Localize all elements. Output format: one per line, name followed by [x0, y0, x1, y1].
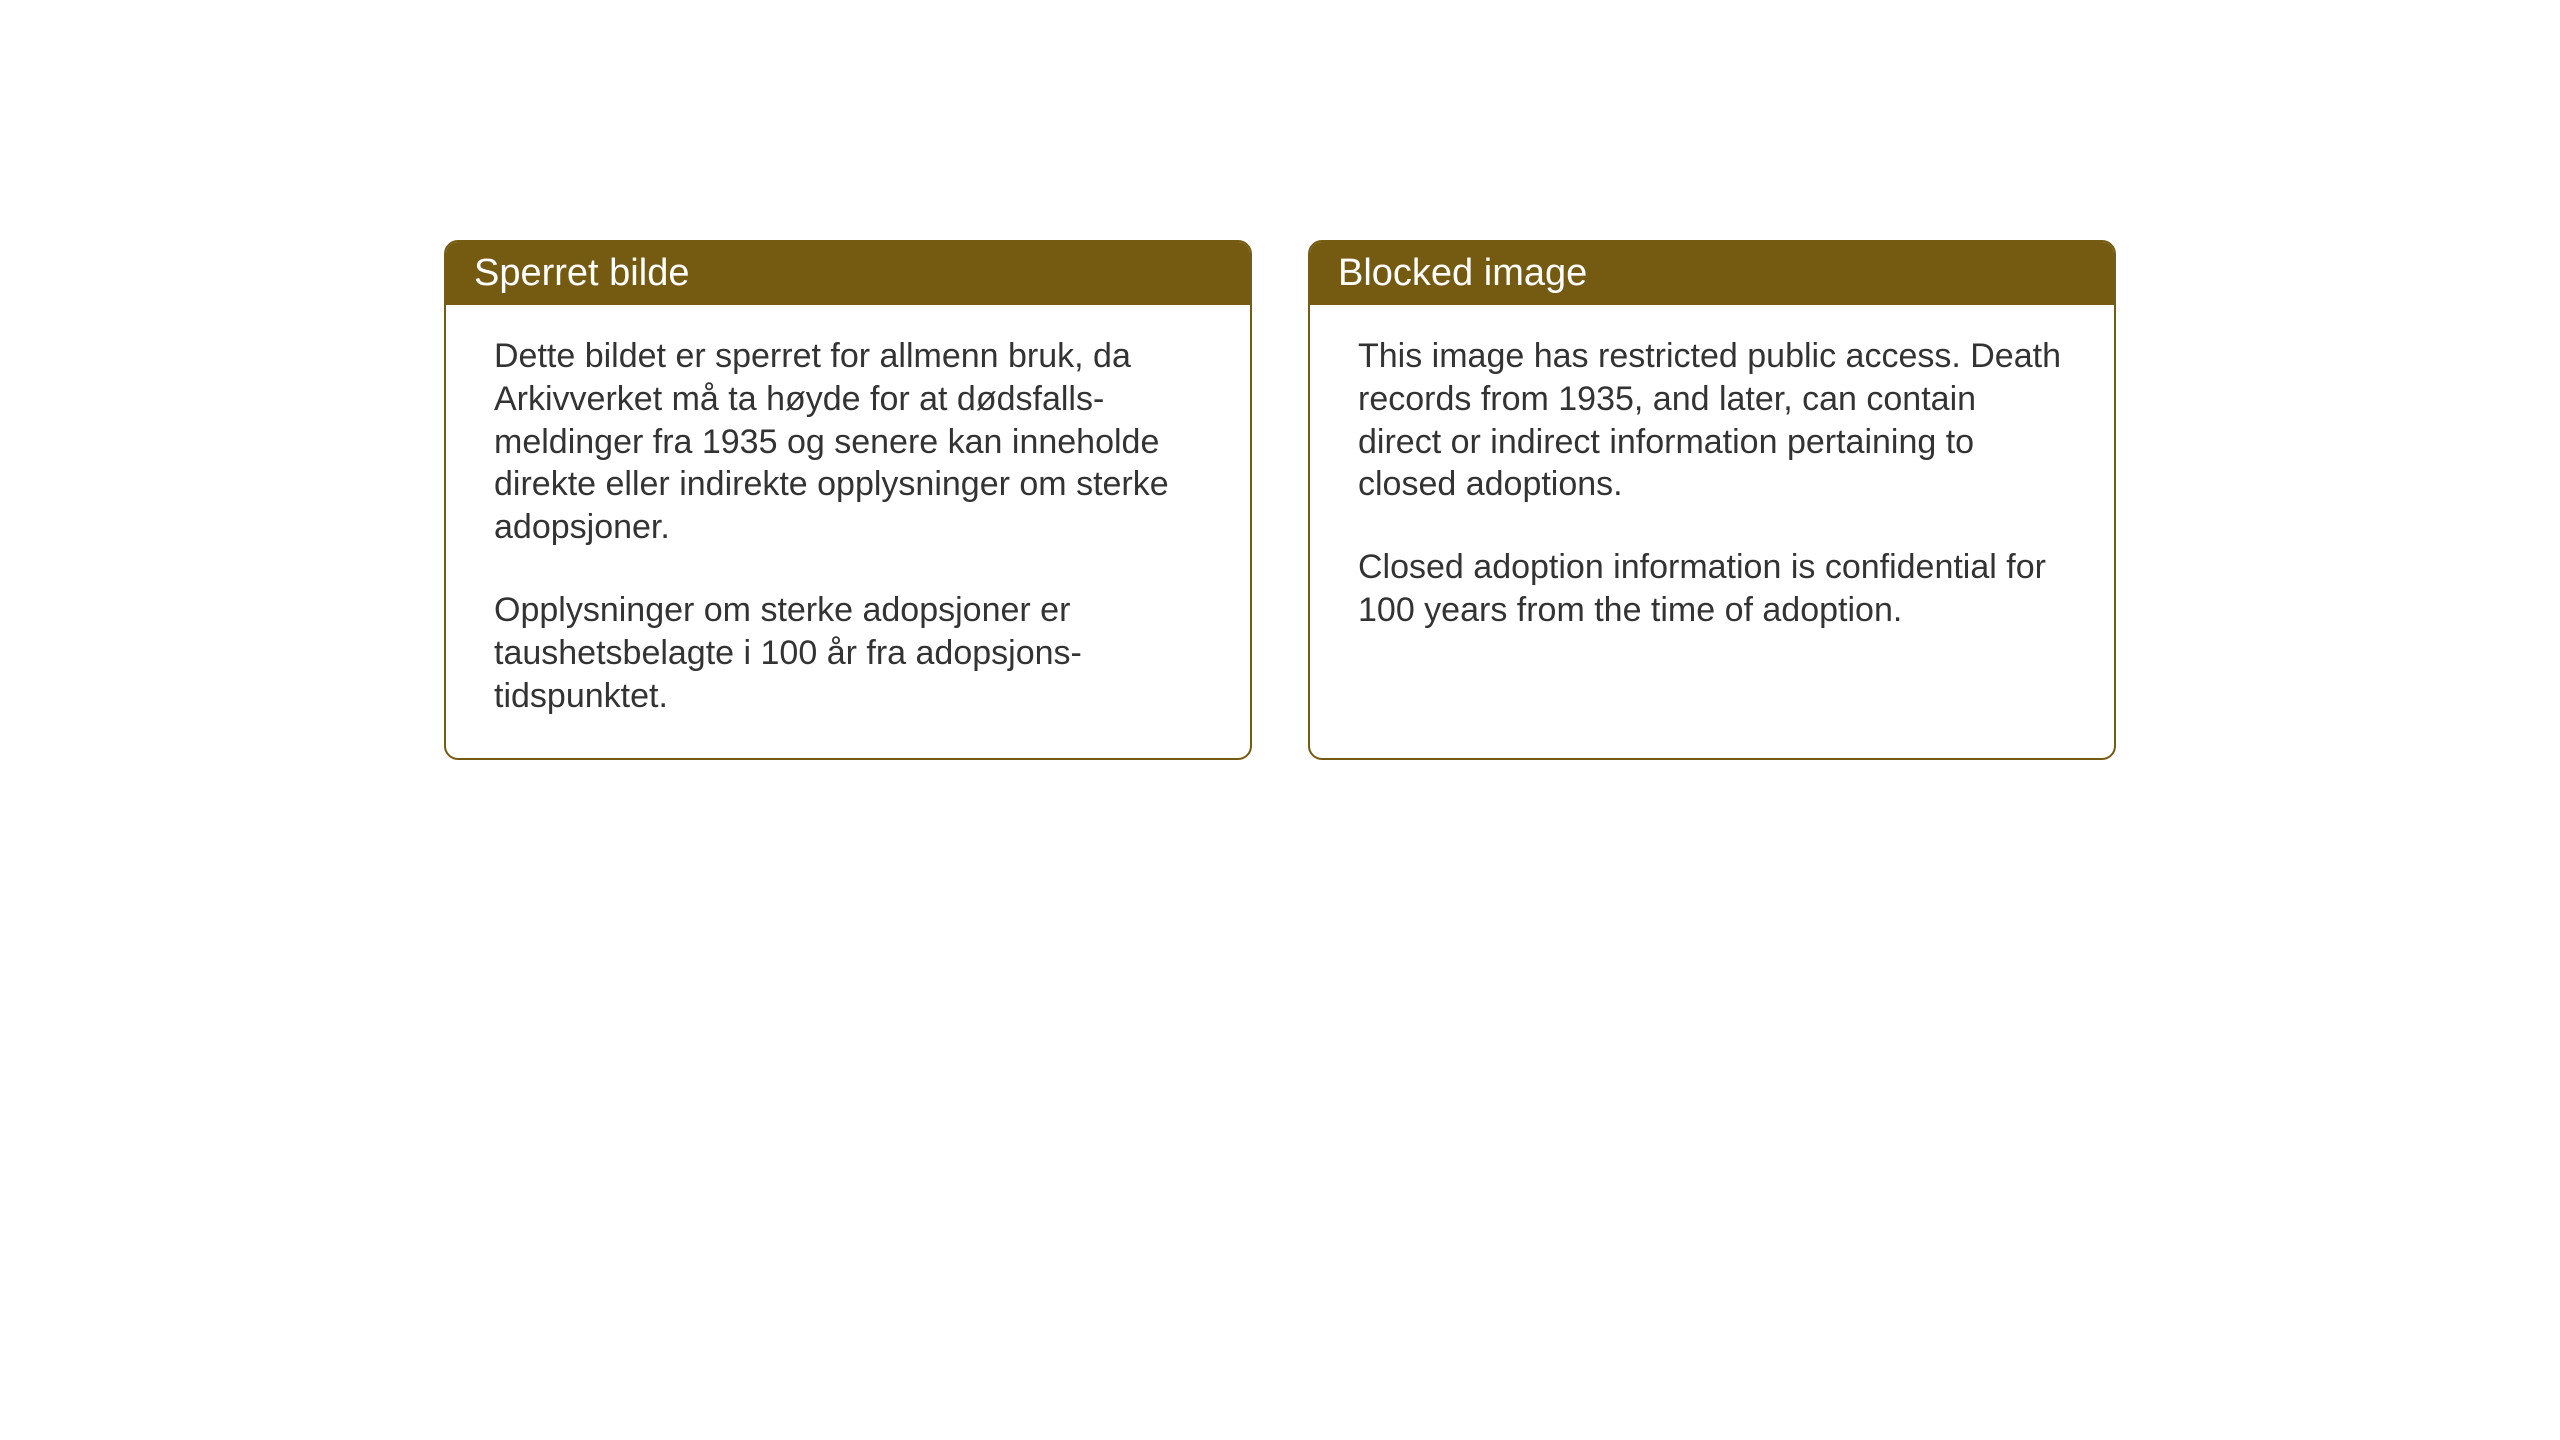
norwegian-paragraph-2: Opplysninger om sterke adopsjoner er tau…: [494, 589, 1202, 717]
english-notice-body: This image has restricted public access.…: [1310, 305, 2114, 672]
english-paragraph-2: Closed adoption information is confident…: [1358, 546, 2066, 632]
notice-container: Sperret bilde Dette bildet er sperret fo…: [444, 240, 2560, 760]
english-notice-title: Blocked image: [1310, 242, 2114, 305]
english-notice-box: Blocked image This image has restricted …: [1308, 240, 2116, 760]
norwegian-paragraph-1: Dette bildet er sperret for allmenn bruk…: [494, 335, 1202, 549]
norwegian-notice-box: Sperret bilde Dette bildet er sperret fo…: [444, 240, 1252, 760]
norwegian-notice-body: Dette bildet er sperret for allmenn bruk…: [446, 305, 1250, 758]
norwegian-notice-title: Sperret bilde: [446, 242, 1250, 305]
english-paragraph-1: This image has restricted public access.…: [1358, 335, 2066, 506]
